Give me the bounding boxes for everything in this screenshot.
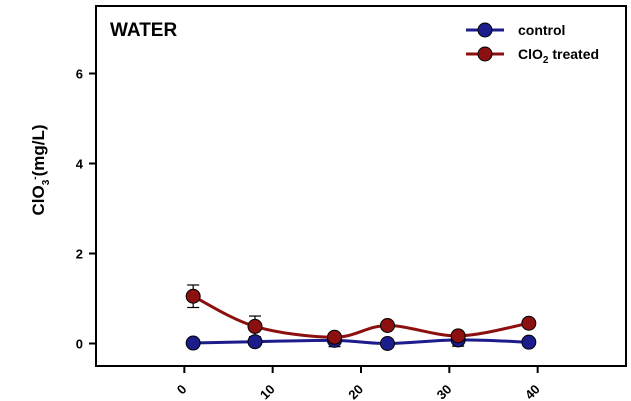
y-tick-label-2: 2 xyxy=(76,247,83,262)
data-point-control-3 xyxy=(380,336,395,351)
legend-label-treated-base: ClO xyxy=(518,46,543,62)
legend: control ClO2 treated xyxy=(466,22,599,66)
x-tick-label-30: 30 xyxy=(434,382,455,401)
y-axis-label: ClO3-(mg/L) xyxy=(29,124,52,215)
data-point-control-5 xyxy=(521,334,537,350)
y-tick-label-0: 0 xyxy=(76,337,83,352)
legend-marker-treated xyxy=(477,46,493,62)
y-tick-label-6: 6 xyxy=(76,67,83,82)
data-point-treated-4 xyxy=(450,328,466,344)
data-point-treated-0 xyxy=(185,288,201,304)
legend-label-control: control xyxy=(518,22,565,38)
legend-marker-control xyxy=(477,22,493,38)
x-tick-label-20: 20 xyxy=(345,382,366,401)
y-axis-label-unit: (mg/L) xyxy=(29,124,48,176)
svg-text:ClO3-(mg/L): ClO3-(mg/L) xyxy=(29,124,52,215)
x-tick-label-0: 0 xyxy=(174,382,190,398)
data-point-treated-1 xyxy=(247,318,263,334)
data-point-treated-2 xyxy=(327,329,342,345)
x-tick-label-40: 40 xyxy=(522,382,543,401)
series-line-treated xyxy=(192,294,530,339)
chart-annotation: WATER xyxy=(110,20,177,41)
legend-label-treated-subscript: 2 xyxy=(543,55,549,66)
y-axis-label-subscript: 3 xyxy=(41,179,52,185)
data-point-control-0 xyxy=(185,335,201,351)
series-line-control xyxy=(193,338,529,346)
x-tick-label-10: 10 xyxy=(257,382,278,401)
y-axis-label-superscript: - xyxy=(30,176,41,179)
data-point-treated-5 xyxy=(521,315,537,331)
data-point-control-1 xyxy=(247,334,263,350)
y-axis-label-base: ClO xyxy=(29,185,48,215)
y-tick-label-4: 4 xyxy=(76,157,84,172)
legend-label-treated-rest: treated xyxy=(548,46,599,62)
data-point-treated-3 xyxy=(380,318,395,333)
legend-label-treated: ClO2 treated xyxy=(518,46,599,66)
